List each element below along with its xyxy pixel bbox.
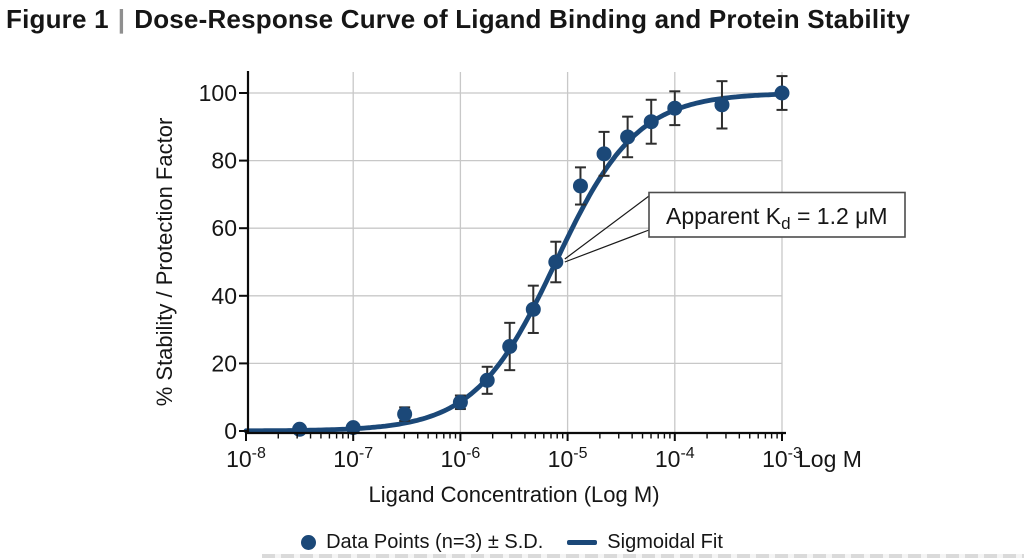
legend-label: Data Points (n=3) ± S.D.: [326, 530, 544, 553]
y-tick-label: 60: [211, 215, 237, 241]
x-tick-label: 10-6: [440, 445, 480, 472]
y-axis-title: % Stability / Protection Factor: [152, 118, 177, 407]
annotation-box: [648, 191, 906, 238]
data-point: [572, 178, 588, 194]
x-tick-label: 10-4: [655, 445, 695, 472]
x-tick-label: 10-5: [548, 445, 588, 472]
x-axis-unit-label: Log M: [798, 446, 862, 472]
data-point: [548, 254, 564, 270]
x-tick-label: 10-8: [226, 445, 266, 472]
title-text: Dose-Response Curve of Ligand Binding an…: [134, 4, 911, 34]
data-point: [714, 97, 730, 113]
cropped-caption-ghost: [262, 554, 1024, 558]
data-point: [774, 85, 790, 101]
chart-legend: Data Points (n=3) ± S.D. Sigmoidal Fit: [0, 526, 1024, 558]
data-point: [292, 421, 308, 437]
y-tick-label: 0: [224, 418, 237, 444]
sigmoidal-fit-curve: [243, 91, 785, 434]
legend-item-data-points: Data Points (n=3) ± S.D.: [301, 531, 543, 554]
data-point-marker-icon: [301, 534, 317, 550]
y-tick-label: 20: [211, 350, 237, 376]
y-tick-label: 100: [199, 80, 237, 106]
legend-item-sigmoidal-fit: Sigmoidal Fit: [567, 531, 723, 554]
y-tick-label: 80: [211, 148, 237, 174]
data-point: [502, 339, 518, 354]
data-point: [345, 420, 361, 436]
callout-line: [564, 195, 650, 260]
data-point: [643, 114, 659, 130]
annotation-text: Apparent Kd = 1.2 μM: [666, 203, 888, 233]
x-tick-label: 10-7: [333, 445, 373, 472]
figure-number: Figure 1: [6, 4, 109, 34]
x-tick-label: 10-3: [762, 445, 802, 472]
fit-line-marker-icon: [567, 539, 598, 545]
y-tick-label: 40: [211, 283, 237, 309]
title-separator-icon: |: [117, 4, 126, 34]
data-point: [620, 129, 636, 145]
figure-title: Figure 1 | Dose-Response Curve of Ligand B…: [6, 4, 910, 35]
data-point: [667, 100, 683, 116]
data-point: [479, 372, 495, 388]
callout-line: [564, 229, 650, 263]
data-point: [397, 406, 413, 422]
x-axis-title: Ligand Concentration (Log M): [368, 482, 659, 507]
legend-label: Sigmoidal Fit: [607, 530, 723, 553]
data-point: [525, 301, 541, 317]
data-point: [596, 146, 612, 162]
data-point: [452, 394, 468, 410]
